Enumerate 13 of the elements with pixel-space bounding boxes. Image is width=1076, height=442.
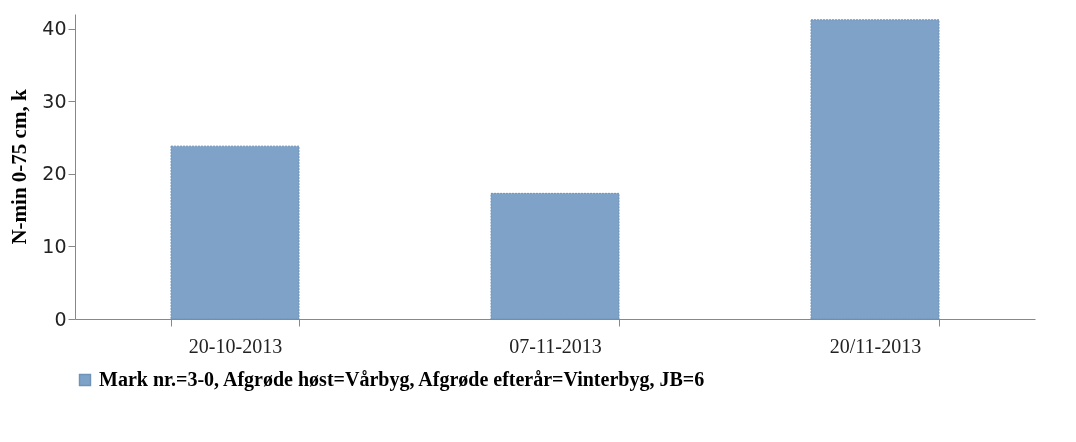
- x-tick-label: 20-10-2013: [188, 334, 283, 357]
- legend-label: Mark nr.=3-0, Afgrøde høst=Vårbyg, Afgrøde efterår=Vinterbyg, JB=6: [99, 368, 705, 391]
- y-tick-label: 0: [54, 307, 67, 330]
- y-tick-label: 30: [42, 89, 67, 112]
- x-tick-label: 07-11-2013: [509, 334, 602, 357]
- y-tick-label: 10: [42, 234, 67, 257]
- y-axis-title: N-min 0-75 cm, k: [7, 89, 32, 245]
- y-tick-label: 20: [42, 162, 67, 185]
- bar: [490, 192, 620, 320]
- bar: [810, 19, 940, 320]
- bar: [170, 145, 300, 320]
- x-tick-label: 20/11-2013: [829, 334, 922, 357]
- y-tick-label: 40: [42, 17, 67, 40]
